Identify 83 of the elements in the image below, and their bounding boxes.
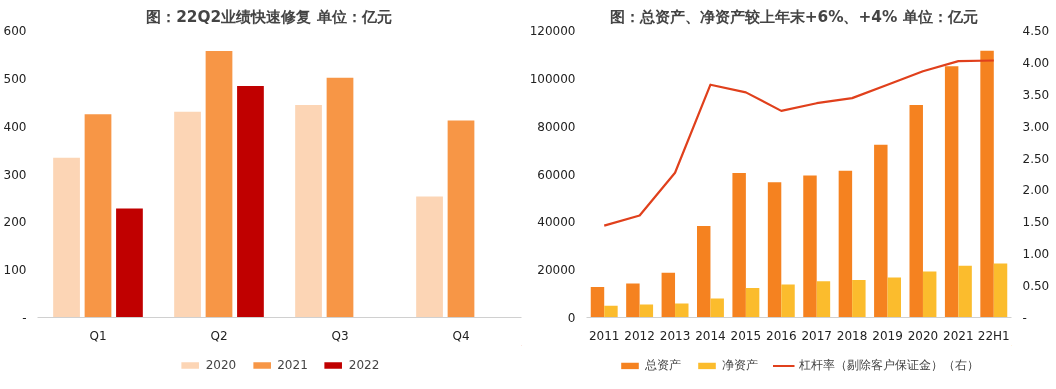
y-tick-label: 100 [3,263,27,278]
bar [816,281,831,318]
y2-tick-label: - [1022,311,1027,325]
y2-tick-label: 4.50 [1022,24,1050,38]
bar [237,85,264,318]
bar [745,288,760,318]
x-tick-label: 22H1 [977,328,1010,343]
bar [626,283,640,318]
bar [909,104,923,318]
x-tick-label: 2012 [624,328,655,343]
y2-tick-label: 2.50 [1022,151,1050,166]
y-tick-label: 0 [567,311,576,325]
bar [838,170,853,318]
legend-label: 2020 [205,358,237,372]
bar [922,271,937,318]
line-series [603,59,995,227]
bar [326,77,354,318]
bar [661,272,676,318]
x-tick-label: 2020 [907,328,939,343]
bar [447,120,475,318]
bar [84,114,112,318]
y-tick-label: 120000 [529,24,576,38]
y2-tick-label: 2.00 [1022,183,1050,198]
y-tick-label: 20000 [537,263,576,278]
bar [295,105,322,318]
bar [416,196,443,318]
bar [944,66,959,318]
legend-label: 2022 [348,358,380,372]
legend-label: 杠杆率（剔除客户保证金）（右） [799,356,979,374]
bar [732,173,746,318]
bar [767,182,782,318]
x-tick-label: 2014 [695,328,726,343]
x-tick-label: 2011 [588,328,620,343]
legend-label: 净资产 [722,356,758,374]
y-tick-label: 600 [3,24,27,38]
legend-label: 2021 [277,358,308,372]
x-tick-label: 2017 [801,328,832,343]
bar [980,50,994,318]
bar [710,298,724,318]
chart-title: 图：22Q2业绩快速修复 单位：亿元 [146,7,392,26]
y2-tick-label: 0.50 [1022,279,1050,294]
chart-title: 图：总资产、净资产较上年末+6%、+4% 单位：亿元 [609,7,978,26]
bar [874,144,888,318]
y-tick-label: 500 [3,71,27,86]
bar [53,157,80,318]
x-tick-label: 2015 [730,328,762,343]
bar [174,111,201,318]
bar [697,225,711,318]
bar [887,277,901,318]
bar [803,175,817,318]
bar [205,51,233,318]
y-tick-label: 100000 [529,71,576,86]
y2-tick-label: 4.00 [1022,55,1050,70]
y-tick-label: 60000 [537,167,576,182]
bar [852,279,866,318]
bar [639,304,654,318]
y-tick-label: 80000 [537,119,576,134]
bar [590,286,605,318]
x-tick-label: Q2 [210,328,228,343]
y-tick-label: 200 [3,215,27,230]
bar [958,265,972,318]
y-tick-label: - [22,311,27,325]
bar [993,263,1008,318]
y-tick-label: 40000 [537,215,576,230]
x-tick-label: Q3 [331,328,349,343]
bar [781,284,795,318]
x-tick-label: 2018 [836,328,868,343]
y2-tick-label: 3.50 [1022,87,1050,102]
x-tick-label: Q1 [89,328,107,343]
y-tick-label: 300 [3,167,27,182]
bar [604,305,618,318]
bar [675,303,689,318]
y2-tick-label: 3.00 [1022,119,1050,134]
y2-tick-label: 1.00 [1022,247,1050,262]
legend-label: 总资产 [645,356,681,374]
y2-tick-label: 1.50 [1022,215,1050,230]
x-tick-label: Q4 [452,328,470,343]
y-tick-label: 400 [3,119,27,134]
x-tick-label: 2013 [659,328,691,343]
x-tick-label: 2016 [766,328,797,343]
bar [116,208,143,318]
x-tick-label: 2019 [872,328,903,343]
x-tick-label: 2021 [943,328,974,343]
